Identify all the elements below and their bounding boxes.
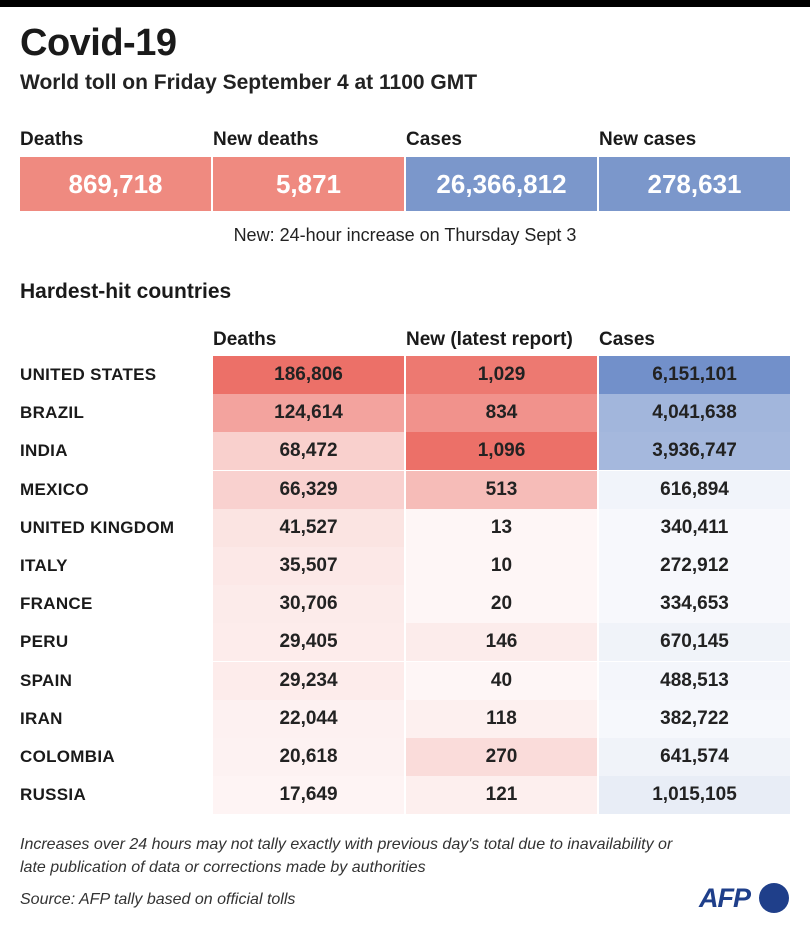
- table-row: UNITED KINGDOM 41,527 13 340,411: [20, 508, 790, 547]
- cases-cell: 334,653: [599, 585, 790, 624]
- source-note: Source: AFP tally based on official toll…: [20, 891, 296, 908]
- cases-cell: 272,912: [599, 547, 790, 585]
- new-deaths-cell: 1,029: [406, 356, 597, 394]
- afp-logo-circle-icon: [759, 883, 789, 913]
- new-deaths-cell: 20: [406, 585, 597, 624]
- new-deaths-cell: 118: [406, 699, 597, 738]
- deaths-cell: 29,405: [213, 623, 404, 662]
- country-name: UNITED KINGDOM: [20, 517, 175, 537]
- summary-new-deaths-value: 5,871: [213, 157, 404, 211]
- country-name: BRAZIL: [20, 403, 85, 423]
- cases-cell: 1,015,105: [599, 776, 790, 815]
- afp-logo: AFP: [699, 882, 791, 914]
- deaths-cell: 17,649: [213, 776, 404, 815]
- summary-deaths-value: 869,718: [20, 157, 211, 211]
- country-name: COLOMBIA: [20, 747, 115, 766]
- table-row: FRANCE 30,706 20 334,653: [20, 585, 790, 624]
- table-row: RUSSIA 17,649 121 1,015,105: [20, 776, 790, 815]
- cases-cell: 6,151,101: [599, 356, 790, 394]
- cases-cell: 3,936,747: [599, 432, 790, 471]
- cases-cell: 670,145: [599, 623, 790, 662]
- page-title: Covid-19: [20, 22, 177, 64]
- cases-cell: 641,574: [599, 738, 790, 776]
- table-row: MEXICO 66,329 513 616,894: [20, 470, 790, 509]
- new-deaths-cell: 834: [406, 394, 597, 433]
- deaths-cell: 20,618: [213, 738, 404, 776]
- summary-new-cases-value: 278,631: [599, 157, 790, 211]
- footnote: Increases over 24 hours may not tally ex…: [20, 836, 673, 876]
- top-bar: [0, 0, 810, 7]
- new-deaths-cell: 13: [406, 508, 597, 547]
- column-header-deaths: Deaths: [213, 329, 277, 350]
- deaths-cell: 186,806: [213, 356, 404, 394]
- column-header-cases: Cases: [599, 329, 655, 350]
- summary-deaths-label: Deaths: [20, 129, 84, 150]
- summary-new-deaths-label: New deaths: [213, 129, 319, 150]
- country-name: RUSSIA: [20, 785, 87, 805]
- afp-logo-text: AFP: [699, 883, 751, 913]
- deaths-cell: 29,234: [213, 661, 404, 700]
- page-subtitle: World toll on Friday September 4 at 1100…: [20, 71, 478, 94]
- summary-note: New: 24-hour increase on Thursday Sept 3: [233, 225, 577, 245]
- table-row: ITALY 35,507 10 272,912: [20, 547, 790, 585]
- table-row: IRAN 22,044 118 382,722: [20, 699, 790, 738]
- country-name: SPAIN: [20, 670, 73, 690]
- column-header-new: New (latest report): [406, 329, 573, 350]
- cases-cell: 488,513: [599, 661, 790, 700]
- summary-new-cases-label: New cases: [599, 129, 697, 150]
- deaths-cell: 68,472: [213, 432, 404, 471]
- table-row: SPAIN 29,234 40 488,513: [20, 661, 790, 700]
- country-name: MEXICO: [20, 479, 89, 499]
- deaths-cell: 41,527: [213, 508, 404, 547]
- new-deaths-cell: 40: [406, 661, 597, 700]
- new-deaths-cell: 10: [406, 547, 597, 585]
- deaths-cell: 35,507: [213, 547, 404, 585]
- cases-cell: 616,894: [599, 470, 790, 509]
- table-row: COLOMBIA 20,618 270 641,574: [20, 738, 790, 776]
- new-deaths-cell: 270: [406, 738, 597, 776]
- table-row: BRAZIL 124,614 834 4,041,638: [20, 394, 790, 433]
- cases-cell: 340,411: [599, 508, 790, 547]
- cases-cell: 382,722: [599, 699, 790, 738]
- deaths-cell: 22,044: [213, 699, 404, 738]
- cases-cell: 4,041,638: [599, 394, 790, 433]
- country-name: IRAN: [20, 708, 63, 728]
- summary-cases-label: Cases: [406, 129, 462, 150]
- table-title: Hardest-hit countries: [20, 280, 232, 303]
- new-deaths-cell: 513: [406, 470, 597, 509]
- deaths-cell: 66,329: [213, 470, 404, 509]
- country-name: INDIA: [20, 441, 68, 461]
- deaths-cell: 124,614: [213, 394, 404, 433]
- country-name: FRANCE: [20, 594, 93, 614]
- table-row: PERU 29,405 146 670,145: [20, 623, 790, 662]
- table-row: UNITED STATES 186,806 1,029 6,151,101: [20, 356, 790, 394]
- country-name: UNITED STATES: [20, 365, 157, 384]
- table-row: INDIA 68,472 1,096 3,936,747: [20, 432, 790, 471]
- new-deaths-cell: 121: [406, 776, 597, 815]
- country-name: PERU: [20, 632, 69, 652]
- deaths-cell: 30,706: [213, 585, 404, 624]
- new-deaths-cell: 146: [406, 623, 597, 662]
- country-name: ITALY: [20, 556, 68, 575]
- summary-cases-value: 26,366,812: [406, 157, 597, 211]
- new-deaths-cell: 1,096: [406, 432, 597, 471]
